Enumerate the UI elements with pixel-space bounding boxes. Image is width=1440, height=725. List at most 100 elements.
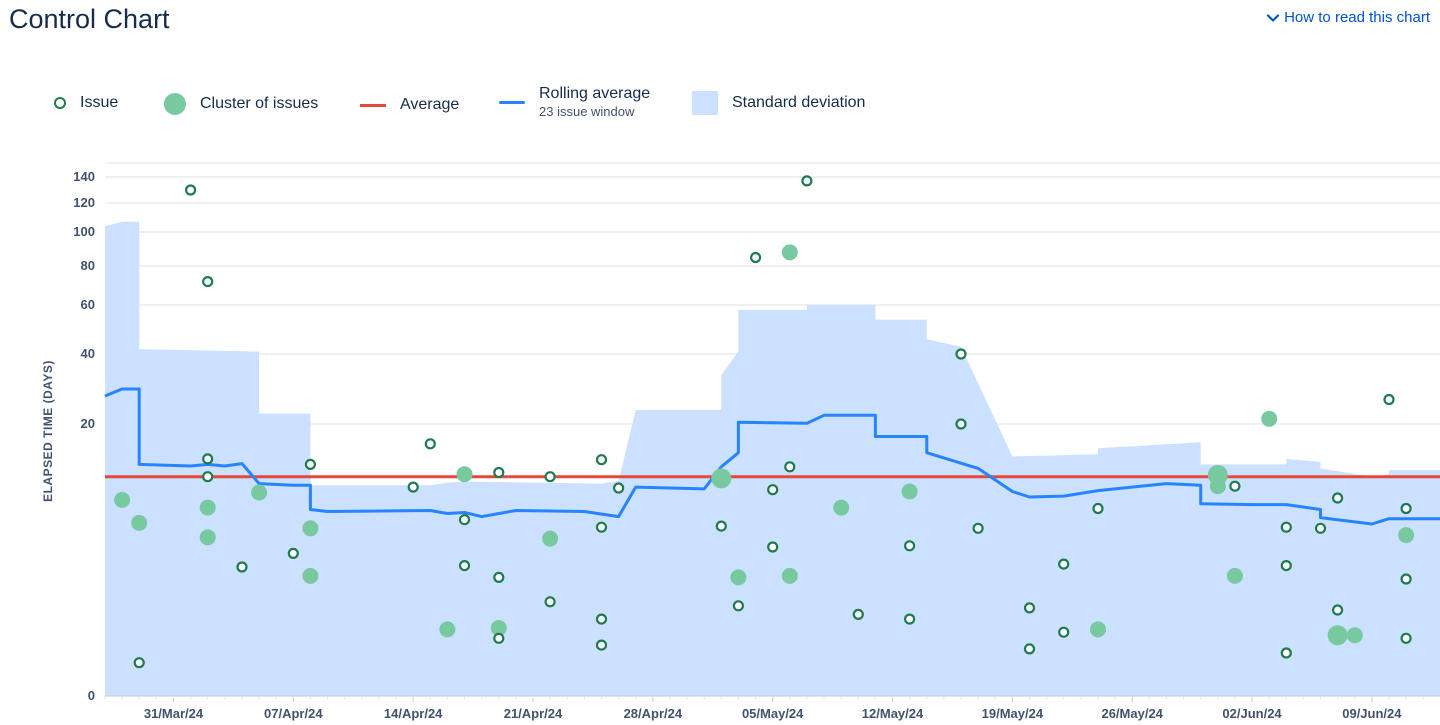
issue-point bbox=[767, 541, 779, 553]
y-axis-title: ELAPSED TIME (DAYS) bbox=[41, 360, 55, 502]
x-tick-label: 26/May/24 bbox=[1101, 706, 1163, 721]
legend-average[interactable]: Average bbox=[360, 96, 459, 114]
cluster-marker-icon bbox=[164, 93, 186, 115]
cluster-point bbox=[456, 466, 473, 483]
legend-rolling[interactable]: Rolling average 23 issue window bbox=[499, 84, 650, 120]
issue-point bbox=[1280, 647, 1292, 659]
cluster-point bbox=[131, 514, 148, 531]
cluster-point bbox=[1398, 527, 1415, 544]
cluster-point bbox=[1261, 410, 1278, 427]
rolling-line-icon bbox=[499, 100, 525, 104]
issue-point bbox=[767, 484, 779, 496]
control-chart[interactable]: 0 20 40 60 80 100 120 140 31/Mar/24 07/Apr/24 14/A… bbox=[0, 150, 1440, 725]
issue-point bbox=[595, 613, 608, 625]
issue-point bbox=[903, 613, 916, 625]
legend-stddev[interactable]: Standard deviation bbox=[692, 91, 865, 115]
issue-point bbox=[1331, 604, 1344, 616]
y-tick-label: 20 bbox=[81, 416, 95, 431]
issue-point bbox=[595, 639, 608, 651]
issue-point bbox=[1280, 521, 1292, 533]
cluster-point bbox=[1346, 627, 1363, 644]
rolling-average-line bbox=[104, 387, 1440, 526]
issue-point bbox=[749, 251, 762, 264]
cluster-point bbox=[199, 499, 216, 516]
issue-point bbox=[852, 608, 864, 620]
issue-point bbox=[544, 471, 556, 483]
issue-point bbox=[1229, 480, 1241, 492]
issue-point bbox=[424, 438, 436, 450]
x-tick-label: 12/May/24 bbox=[862, 706, 924, 721]
x-tick-label: 19/May/24 bbox=[982, 706, 1044, 721]
cluster-point bbox=[1090, 621, 1106, 638]
y-tick-label: 40 bbox=[81, 346, 95, 361]
x-tick-label: 02/Jun/24 bbox=[1222, 706, 1282, 721]
cluster-point bbox=[302, 567, 319, 584]
legend-stddev-label: Standard deviation bbox=[732, 94, 866, 111]
cluster-point bbox=[1226, 567, 1243, 584]
issue-point bbox=[1058, 626, 1070, 638]
cluster-point bbox=[781, 244, 798, 261]
issue-point bbox=[304, 458, 316, 470]
x-tick-label: 14/Apr/24 bbox=[384, 706, 443, 721]
issue-point bbox=[1280, 560, 1292, 572]
x-tick-label: 07/Apr/24 bbox=[264, 706, 323, 721]
y-tick-label: 140 bbox=[73, 169, 95, 184]
cluster-point bbox=[490, 620, 507, 636]
y-tick-label: 80 bbox=[81, 258, 95, 273]
cluster-point bbox=[1327, 625, 1348, 646]
x-tick-label: 09/Jun/24 bbox=[1342, 706, 1402, 721]
y-tick-label: 0 bbox=[88, 688, 95, 703]
issue-point bbox=[715, 520, 727, 532]
issue-point bbox=[1023, 643, 1036, 655]
issue-point bbox=[1023, 602, 1036, 614]
x-tick-label: 05/May/24 bbox=[742, 706, 804, 721]
issue-point bbox=[493, 632, 505, 644]
issue-point bbox=[1331, 492, 1344, 504]
issue-point bbox=[1400, 502, 1412, 515]
issue-point bbox=[202, 276, 214, 288]
issue-point bbox=[1092, 502, 1104, 515]
cluster-point bbox=[730, 569, 747, 586]
issue-point bbox=[732, 600, 745, 612]
issue-point bbox=[185, 184, 197, 196]
issue-point bbox=[595, 521, 608, 533]
stddev-area-icon bbox=[692, 91, 718, 115]
chart-header: Control Chart How to read this chart bbox=[0, 0, 1440, 50]
chevron-down-icon bbox=[1266, 13, 1280, 22]
cluster-point bbox=[114, 491, 131, 508]
issue-point bbox=[493, 466, 505, 479]
issue-point bbox=[1058, 558, 1070, 570]
issue-point bbox=[493, 571, 505, 583]
issue-point bbox=[903, 540, 916, 552]
cluster-point bbox=[833, 499, 850, 516]
legend-cluster[interactable]: Cluster of issues bbox=[164, 93, 318, 115]
issue-point bbox=[955, 348, 967, 360]
cluster-point bbox=[302, 520, 319, 537]
issue-point bbox=[1383, 393, 1395, 406]
cluster-point bbox=[251, 484, 268, 501]
legend-issue[interactable]: Issue bbox=[54, 94, 118, 112]
x-tick-label: 21/Apr/24 bbox=[504, 706, 563, 721]
issue-point bbox=[955, 418, 967, 430]
issue-point bbox=[202, 453, 214, 465]
issue-point bbox=[407, 481, 419, 493]
issue-marker-icon bbox=[54, 97, 66, 109]
average-line-icon bbox=[360, 103, 386, 107]
std-deviation-area bbox=[105, 221, 1440, 696]
issue-point bbox=[458, 560, 471, 572]
issue-point bbox=[133, 657, 145, 669]
issue-point bbox=[1314, 522, 1327, 534]
issue-point bbox=[1400, 632, 1412, 644]
issue-point bbox=[202, 471, 214, 483]
how-to-read-label: How to read this chart bbox=[1284, 9, 1430, 26]
issue-point bbox=[595, 454, 608, 466]
cluster-point bbox=[901, 483, 918, 500]
legend-rolling-label: Rolling average bbox=[539, 85, 651, 102]
issue-point bbox=[801, 175, 813, 187]
issue-point bbox=[1400, 573, 1412, 585]
issue-point bbox=[236, 561, 248, 573]
cluster-point bbox=[542, 530, 559, 547]
issue-point bbox=[972, 522, 984, 534]
how-to-read-link[interactable]: How to read this chart bbox=[1266, 9, 1430, 26]
cluster-point bbox=[781, 567, 798, 584]
